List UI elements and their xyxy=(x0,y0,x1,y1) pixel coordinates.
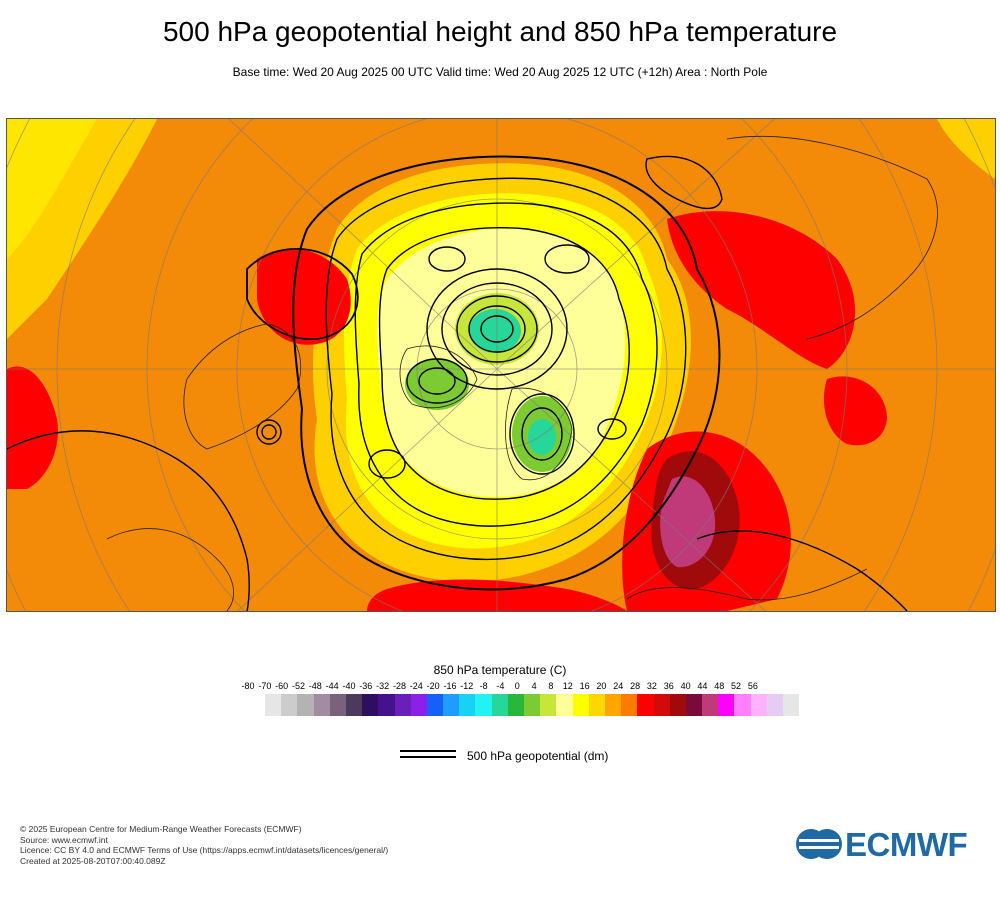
hot-region-east xyxy=(823,376,887,446)
footer-line[interactable]: Licence: CC BY 4.0 and ECMWF Terms of Us… xyxy=(20,845,389,855)
legend-tick-label: 12 xyxy=(562,681,573,691)
legend-tick-label: -28 xyxy=(392,681,406,691)
legend-swatch xyxy=(572,694,589,716)
legend-tick-label: 28 xyxy=(630,681,641,691)
legend-swatch xyxy=(265,694,282,716)
ecmwf-logo-icon xyxy=(796,829,842,859)
footer-credits: © 2025 European Centre for Medium-Range … xyxy=(20,824,388,866)
legend-swatch xyxy=(669,694,686,716)
legend-tick-label: -48 xyxy=(308,681,322,691)
legend-swatch xyxy=(604,694,622,716)
legend-swatch xyxy=(459,694,476,716)
legend-tick-label: 8 xyxy=(548,681,554,691)
legend-tick-label: -20 xyxy=(426,681,440,691)
footer-line: Created at 2025-08-20T07:00:40.089Z xyxy=(20,855,166,866)
legend-tick-label: 56 xyxy=(747,681,758,691)
legend-swatch xyxy=(734,694,751,716)
polar-map[interactable] xyxy=(6,118,996,612)
legend-tick-label: 24 xyxy=(613,681,624,691)
legend-tick-label: 44 xyxy=(697,681,708,691)
legend-tick-label: -60 xyxy=(275,681,289,691)
legend-swatch xyxy=(685,694,703,716)
legend-tick-label: 0 xyxy=(514,681,520,691)
legend-ticks: -80 -70 -60 -52 -48 -44 -40 -36 -32 -28 -24 -20 -16-… xyxy=(232,681,772,693)
legend-tick-label: -40 xyxy=(342,681,356,691)
legend-swatch xyxy=(718,694,735,716)
legend-tick-label: -70 xyxy=(258,681,272,691)
legend-tick-label: -44 xyxy=(325,681,339,691)
legend-swatch xyxy=(362,694,379,716)
cold-core-west xyxy=(405,358,469,410)
legend-tick-label: 48 xyxy=(714,681,725,691)
legend-tick-label: 16 xyxy=(579,681,590,691)
legend-title: 850 hPa temperature (C) xyxy=(433,663,567,677)
legend-tick-label: 40 xyxy=(680,681,691,691)
legend-swatch xyxy=(475,694,492,716)
footer-line[interactable]: Source: www.ecmwf.int xyxy=(20,834,108,845)
contour-legend: 500 hPa geopotential (dm) xyxy=(400,748,660,764)
legend-swatch xyxy=(329,694,346,716)
hot-region-west-edge xyxy=(7,366,58,489)
legend-tick-label: -80 xyxy=(241,681,255,691)
legend-tick-label: 32 xyxy=(646,681,657,691)
ecmwf-logo-text: ECMWF xyxy=(845,826,968,863)
geopotential-contours xyxy=(7,155,908,611)
legend-tick-label: -52 xyxy=(291,681,305,691)
legend-tick-label: 52 xyxy=(731,681,742,691)
legend-tick-label: 4 xyxy=(531,681,537,691)
legend-swatch xyxy=(297,694,314,716)
legend-swatch xyxy=(507,694,524,716)
legend-swatch xyxy=(410,694,427,716)
contour-legend-line-icon xyxy=(400,750,456,758)
legend-swatch xyxy=(426,694,444,716)
legend-tick-label: -24 xyxy=(409,681,423,691)
legend-swatch xyxy=(556,694,573,716)
ecmwf-logo[interactable]: ECMWF xyxy=(795,826,985,863)
legend-swatch xyxy=(621,694,638,716)
legend-swatch xyxy=(750,694,767,716)
legend-tick-label: -16 xyxy=(443,681,457,691)
hot-region-siberia xyxy=(667,211,856,369)
legend-tick-label: -8 xyxy=(479,681,488,691)
cold-core-south-inner xyxy=(528,419,556,455)
legend-tick-label: -4 xyxy=(496,681,505,691)
coastlines xyxy=(106,136,938,611)
hot-region-extreme xyxy=(660,476,716,568)
contour-legend-label: 500 hPa geopotential (dm) xyxy=(467,749,609,763)
legend-swatch xyxy=(540,694,557,716)
legend-swatch xyxy=(313,694,330,716)
legend-swatch xyxy=(378,694,395,716)
legend-tick-label: -12 xyxy=(460,681,474,691)
hot-region-north-america xyxy=(257,248,351,345)
legend-swatch xyxy=(637,694,654,716)
map-canvas xyxy=(7,119,995,611)
legend-tick-label: 20 xyxy=(596,681,607,691)
temperature-band-left-inner xyxy=(7,119,97,259)
legend-swatch xyxy=(702,694,719,716)
temperature-band-warm-right xyxy=(937,119,995,179)
legend-swatch xyxy=(524,694,541,716)
legend-swatch xyxy=(766,694,783,716)
legend-swatch xyxy=(394,694,411,716)
page-subtitle: Base time: Wed 20 Aug 2025 00 UTC Valid … xyxy=(232,65,768,79)
footer-line: © 2025 European Centre for Medium-Range … xyxy=(20,824,302,834)
legend-swatch xyxy=(783,694,800,716)
graticule xyxy=(7,119,995,611)
legend-tick-label: -32 xyxy=(376,681,390,691)
legend-color-bar xyxy=(265,694,800,716)
legend-swatch xyxy=(281,694,298,716)
page-title: 500 hPa geopotential height and 850 hPa … xyxy=(162,16,838,47)
legend-swatch xyxy=(345,694,363,716)
legend-tick-label: 36 xyxy=(663,681,674,691)
legend-swatch xyxy=(491,694,508,716)
legend-tick-label: -36 xyxy=(359,681,373,691)
legend-swatch xyxy=(588,694,605,716)
legend-swatch xyxy=(443,694,460,716)
legend-swatch xyxy=(653,694,670,716)
